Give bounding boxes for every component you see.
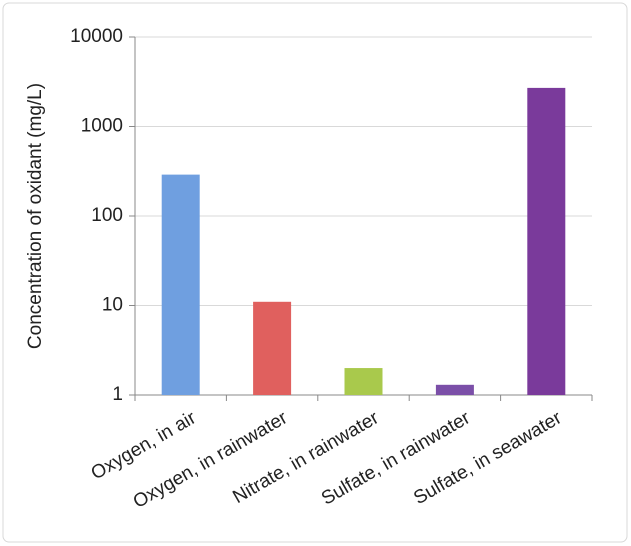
y-tick-label: 10000 — [70, 26, 123, 47]
y-tick-label: 100 — [91, 205, 123, 226]
y-tick-label: 1000 — [81, 116, 123, 137]
bar — [161, 174, 200, 395]
y-tick-label: 10 — [102, 295, 123, 316]
y-tick-label: 1 — [112, 384, 123, 405]
bar — [253, 301, 292, 395]
bar — [527, 87, 566, 395]
bar — [344, 368, 383, 395]
bar — [435, 384, 474, 395]
y-axis-label: Concentration of oxidant (mg/L) — [25, 83, 46, 349]
